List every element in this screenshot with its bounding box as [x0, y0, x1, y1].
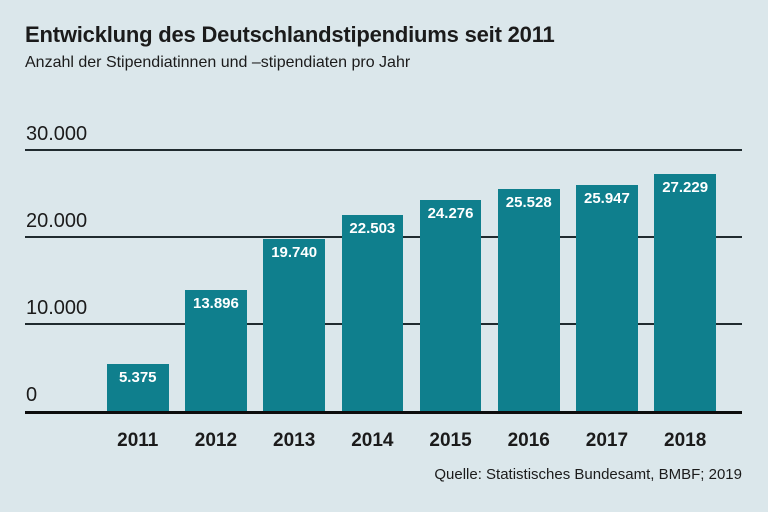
- x-axis-label-2012: 2012: [194, 430, 238, 451]
- bar-2014: 22.503: [341, 215, 404, 411]
- bar-value-label-2016: 25.528: [505, 193, 552, 211]
- y-axis-label-30.000: 30.000: [26, 123, 88, 145]
- x-axis-label-2015: 2015: [429, 430, 472, 451]
- x-axis-label-2017: 2017: [585, 430, 629, 451]
- x-axis-label-2013: 2013: [273, 430, 316, 451]
- bar-2016: 25.528: [498, 188, 560, 411]
- x-axis-line: [25, 411, 742, 414]
- bar-value-label-2017: 25.947: [583, 190, 630, 208]
- bar-value-label-2015: 24.276: [427, 204, 474, 222]
- bar-value-label-2012: 13.896: [192, 295, 239, 313]
- x-axis-label-2016: 2016: [507, 430, 550, 451]
- bar-2012: 13.896: [185, 290, 247, 411]
- bar-chart-plot: 0 10.000 20.000 30.000 5.375 2011 13.896 2012 19…: [25, 123, 742, 451]
- chart-title: Entwicklung des Deutschlandstipendiums s…: [25, 22, 555, 47]
- y-axis-label-10.000: 10.000: [26, 297, 88, 319]
- gridline-30.000: [25, 149, 742, 151]
- bar-value-label-2011: 5.375: [118, 369, 157, 387]
- bar-value-label-2018: 27.229: [662, 179, 709, 197]
- bar-value-label-2014: 22.503: [349, 220, 396, 238]
- bar-2011: 5.375: [107, 364, 169, 411]
- bar-value-label-2013: 19.740: [271, 244, 318, 262]
- bar-2017: 25.947: [576, 185, 638, 411]
- source-note: Quelle: Statistisches Bundesamt, BMBF; 2…: [434, 466, 742, 483]
- bar-2013: 19.740: [263, 239, 325, 411]
- chart-subtitle: Anzahl der Stipendiatinnen und –stipendi…: [25, 54, 411, 71]
- bar-2015: 24.276: [419, 199, 482, 411]
- y-axis-label-20.000: 20.000: [26, 210, 88, 232]
- x-axis-label-2011: 2011: [117, 430, 159, 451]
- bar-2018: 27.229: [654, 174, 716, 411]
- y-axis-label-0: 0: [26, 384, 38, 406]
- x-axis-label-2014: 2014: [351, 430, 394, 451]
- x-axis-label-2018: 2018: [664, 430, 707, 451]
